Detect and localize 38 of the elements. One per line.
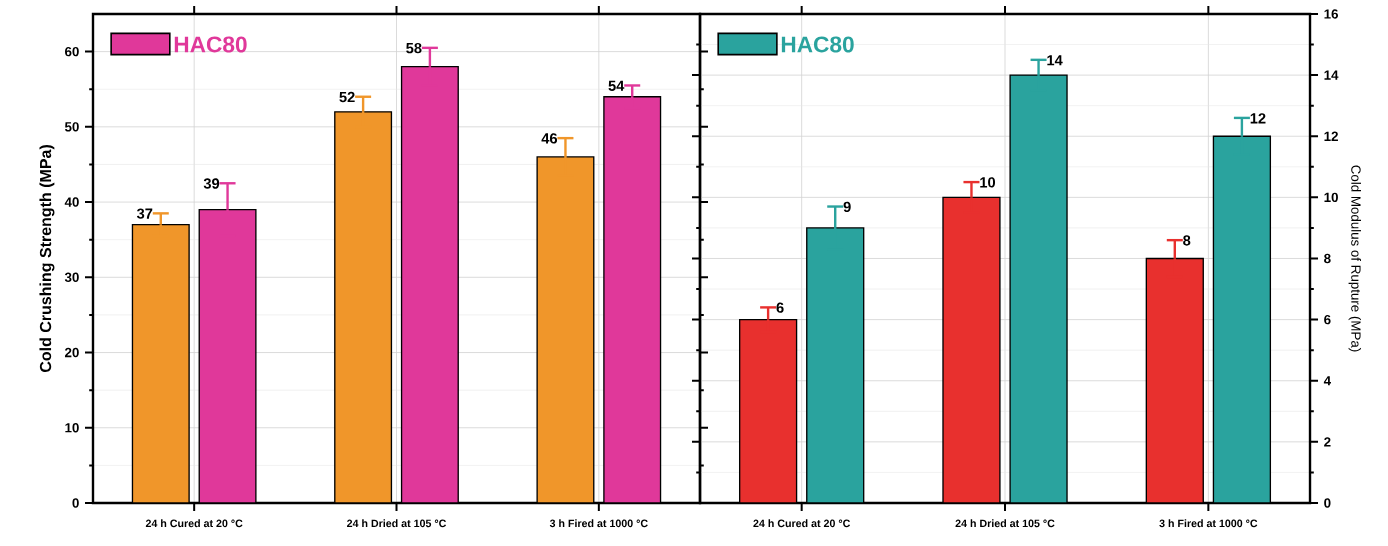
data-label: 54 [608,80,625,91]
y-tick-label: 14 [1324,70,1339,80]
y-tick-label: 40 [64,197,79,207]
y-tick-label: 4 [1323,376,1331,386]
legend-label: HAC80 [781,36,854,53]
y-tick-label: 2 [1324,437,1331,447]
x-tick-label: 3 h Fired at 1000 °C [549,519,648,528]
data-label: 8 [1183,235,1191,246]
data-label: 46 [541,133,558,144]
data-label: 39 [203,178,220,189]
data-label: 52 [339,91,355,103]
x-tick-label: 3 h Fired at 1000 °C [1159,519,1258,528]
y-tick-label: 10 [65,423,79,433]
x-tick-label: 24 h Cured at 20 °C [145,519,243,528]
y-tick-label: 10 [1324,192,1338,203]
data-label: 37 [136,208,153,219]
data-label: 9 [843,201,851,213]
x-tick-label: 24 h Dried at 105 °C [955,519,1055,528]
y-axis-title: Cold Modulus of Rupture (MPa) [1348,165,1362,352]
y-tick-label: 16 [1324,9,1339,19]
y-tick-label: 30 [64,272,79,283]
y-tick-label: 8 [1324,253,1331,264]
y-tick-label: 12 [1324,131,1338,141]
y-axis-title: Cold Crushing Strength (MPa) [39,145,55,373]
x-tick-label: 24 h Dried at 105 °C [347,519,447,528]
data-label: 12 [1250,113,1266,124]
data-label: 58 [406,42,422,54]
data-label: 6 [776,302,784,313]
y-tick-label: 0 [1324,498,1331,508]
y-tick-label: 50 [64,122,79,132]
data-label: 14 [1047,55,1063,66]
legend-label: HAC80 [174,36,247,53]
y-tick-label: 0 [72,498,79,508]
data-label: 10 [980,177,996,188]
x-tick-label: 24 h Cured at 20 °C [753,519,851,528]
y-tick-label: 20 [64,347,79,358]
y-tick-label: 6 [1324,314,1331,325]
y-tick-label: 60 [65,46,79,57]
